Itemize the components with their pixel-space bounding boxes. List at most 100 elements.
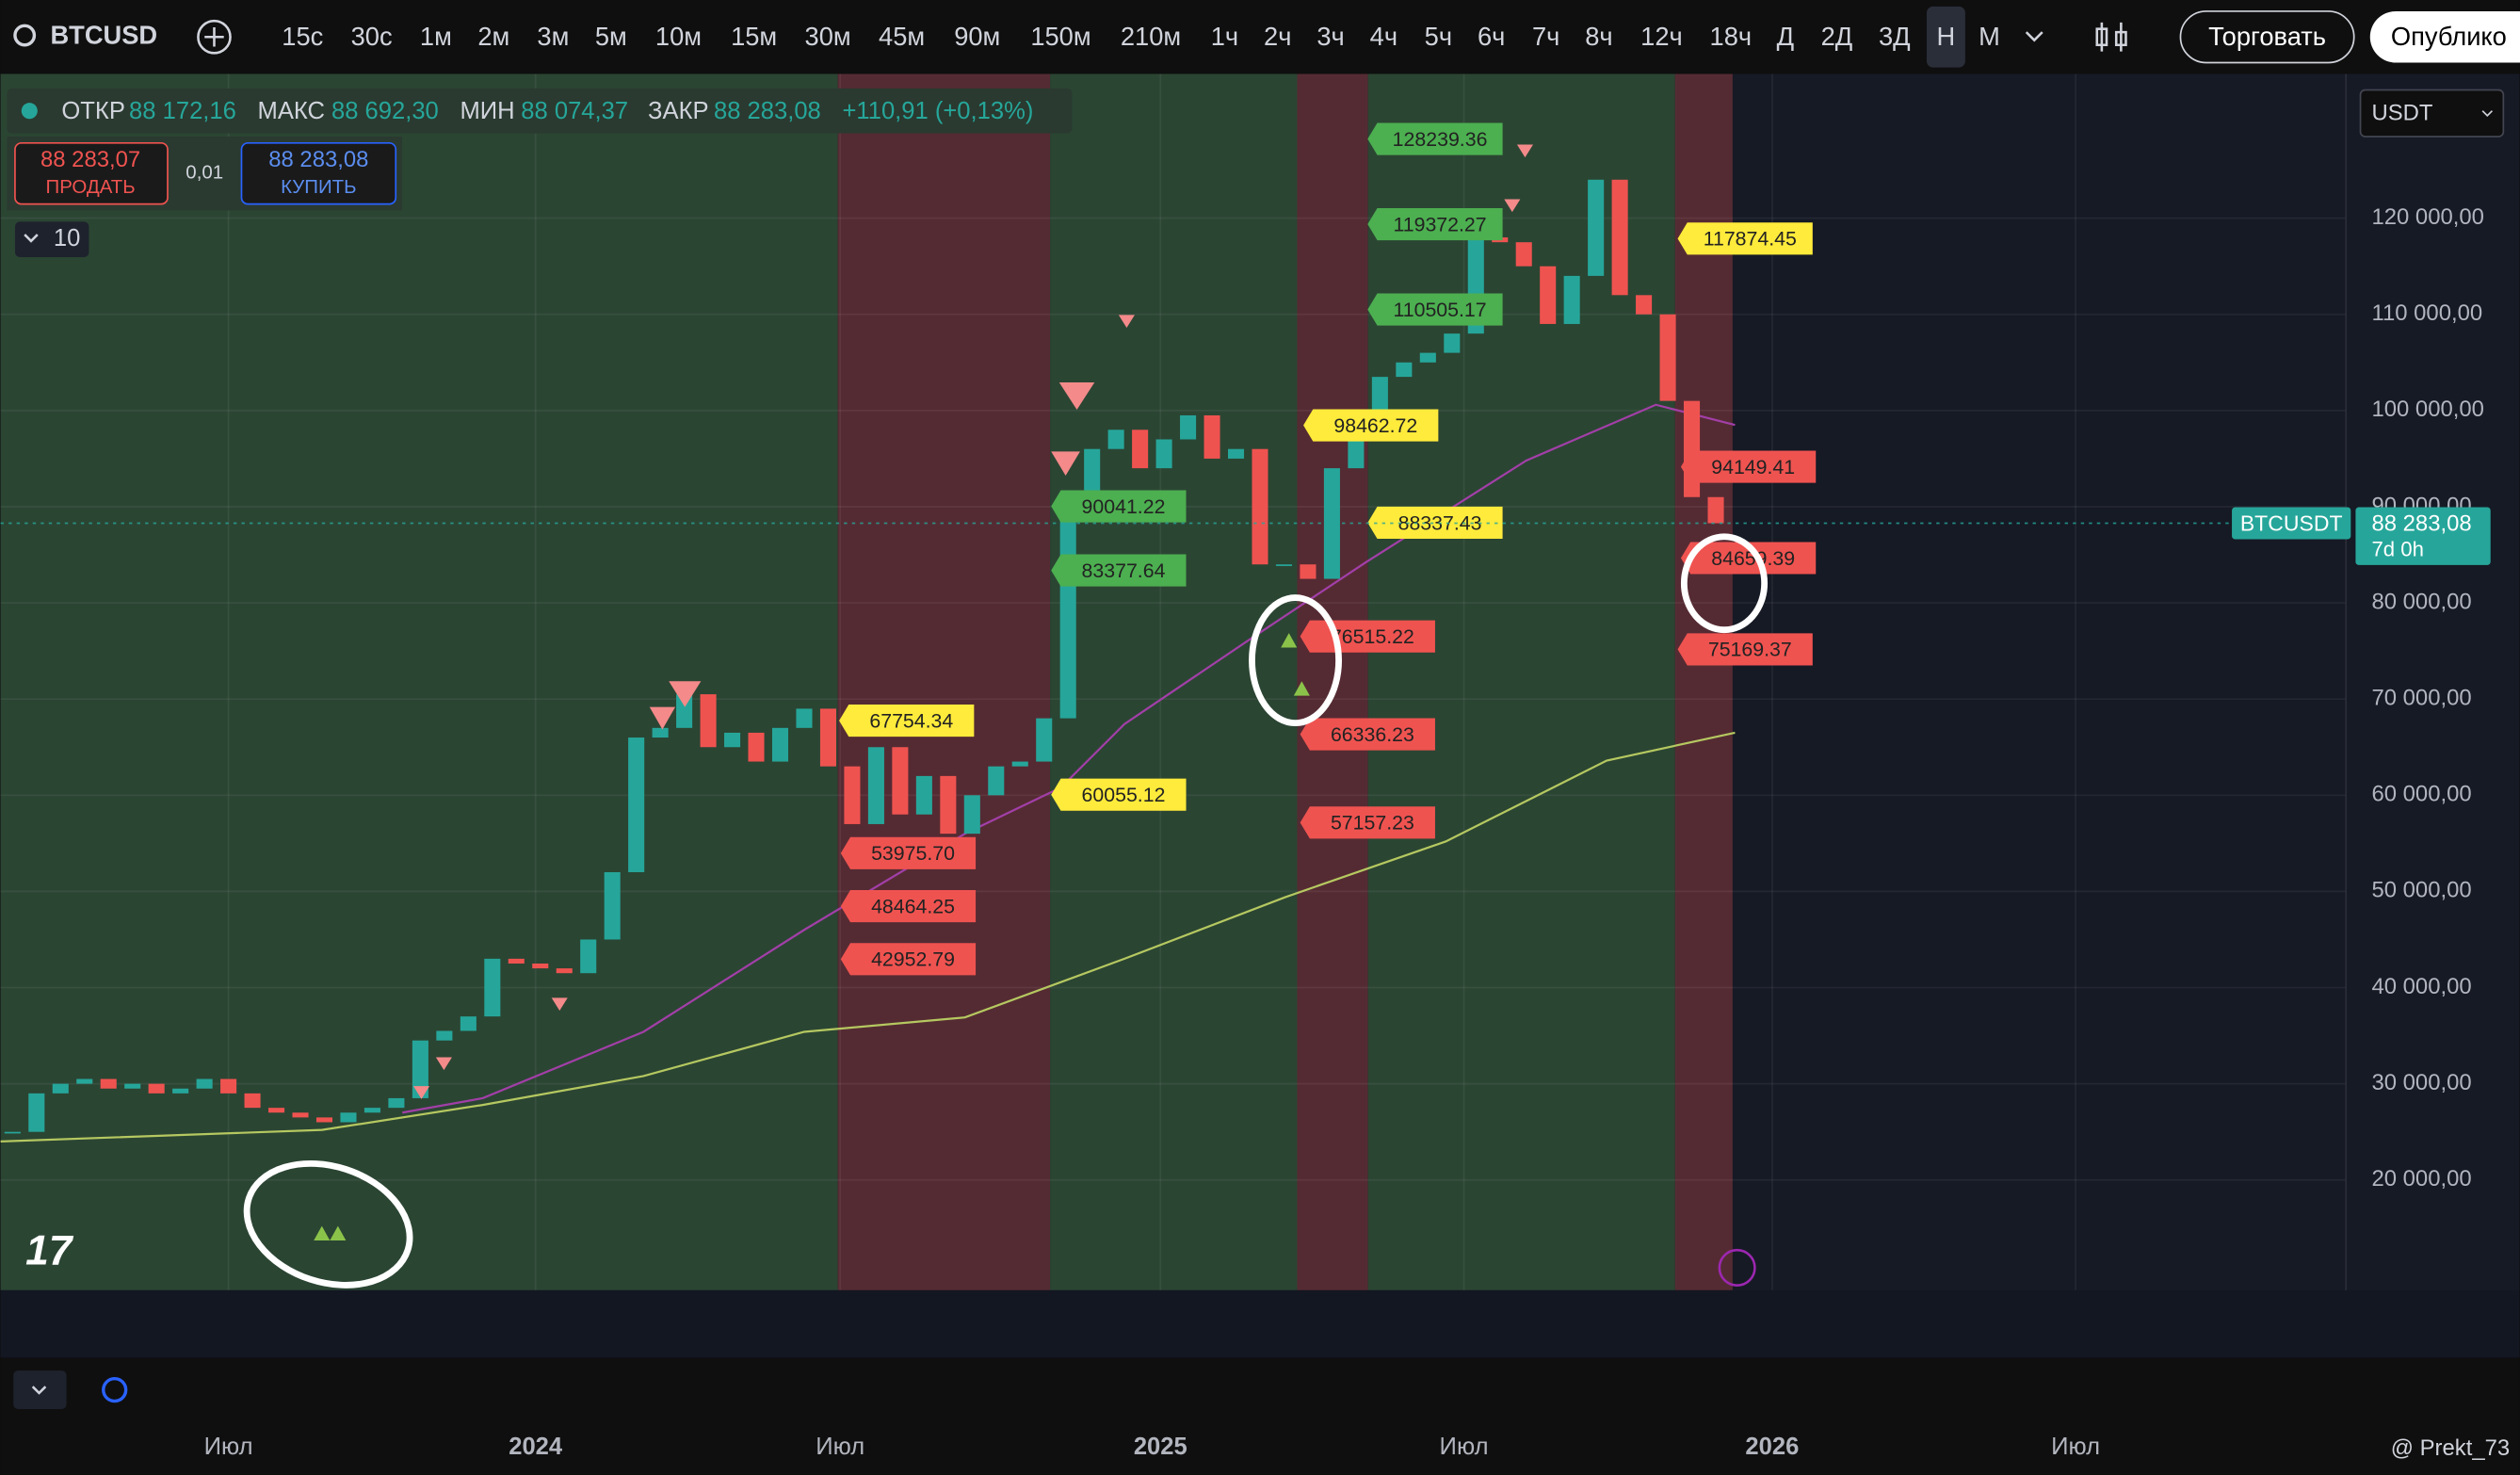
- level-tag: [1367, 122, 1503, 155]
- level-label: 53975.70: [871, 842, 955, 865]
- candle-body: [292, 1112, 309, 1118]
- candle-body: [315, 1117, 333, 1123]
- level-tag: [1677, 222, 1813, 255]
- active-timeframe-bg: [1926, 6, 1965, 68]
- candle-body: [484, 958, 501, 1017]
- symbol[interactable]: BTCUSD: [50, 20, 157, 49]
- timeframe[interactable]: 15с: [282, 22, 323, 51]
- signal-zone: [0, 73, 838, 1290]
- candle-body: [1419, 352, 1436, 363]
- candle-body: [1707, 496, 1724, 524]
- currency-select[interactable]: [2359, 89, 2505, 138]
- chevron: [24, 234, 39, 243]
- candle-body: [892, 747, 909, 815]
- low-label: МИН: [460, 98, 514, 124]
- add-symbol[interactable]: [197, 19, 232, 55]
- level-tag: [839, 705, 975, 738]
- timeframe[interactable]: 12ч: [1640, 22, 1683, 51]
- candle-body: [52, 1083, 69, 1094]
- sell-button[interactable]: [14, 141, 169, 205]
- candle-body: [796, 708, 813, 728]
- buy-button[interactable]: [240, 141, 397, 205]
- search-icon[interactable]: [13, 24, 37, 47]
- more-timeframes[interactable]: [2025, 31, 2043, 42]
- low-value: 88 074,37: [521, 98, 628, 124]
- level-label: 119372.27: [1393, 213, 1486, 235]
- timeframe[interactable]: 150м: [1030, 22, 1090, 51]
- level-tag: [1300, 718, 1435, 751]
- chart-type[interactable]: [2095, 22, 2127, 52]
- alert-icon[interactable]: [1718, 1248, 1756, 1287]
- candle-body: [963, 795, 980, 835]
- candle-body: [1636, 295, 1653, 315]
- indicators-toggle[interactable]: [14, 221, 89, 257]
- countdown: 7d 0h: [2371, 537, 2423, 560]
- candle-body: [652, 727, 669, 738]
- buy-price[interactable]: 88 283,08: [268, 147, 368, 172]
- candle-body: [1011, 761, 1028, 767]
- level-label: 42952.79: [871, 948, 955, 971]
- y-tick-label: 110 000,00: [2371, 300, 2482, 326]
- timeframe[interactable]: 30с: [351, 22, 393, 51]
- level-label: 128239.36: [1393, 128, 1488, 151]
- indicator-count[interactable]: 10: [54, 225, 80, 251]
- timeframe[interactable]: 5ч: [1425, 22, 1452, 51]
- timeframe[interactable]: 210м: [1121, 22, 1181, 51]
- timeframe[interactable]: 90м: [954, 22, 1000, 51]
- timeframe[interactable]: 7ч: [1532, 22, 1559, 51]
- publish-label[interactable]: Опублико: [2391, 22, 2507, 51]
- timeframe[interactable]: 10м: [655, 22, 702, 51]
- status-dot: [21, 103, 38, 120]
- timeframe[interactable]: 1м: [420, 22, 452, 51]
- timeframe[interactable]: 8ч: [1585, 22, 1612, 51]
- timeframe[interactable]: 3м: [537, 22, 569, 51]
- y-tick-label: 80 000,00: [2371, 589, 2471, 614]
- timeframe[interactable]: 2м: [477, 22, 509, 51]
- timeframe[interactable]: 5м: [595, 22, 627, 51]
- candle-body: [700, 694, 717, 748]
- timeframe[interactable]: 6ч: [1478, 22, 1505, 51]
- candle-body: [1515, 242, 1532, 267]
- moving-average: [0, 731, 1736, 1143]
- close-value: 88 283,08: [714, 98, 821, 124]
- timeframe[interactable]: М: [1979, 22, 2000, 51]
- y-tick-label: 30 000,00: [2371, 1070, 2471, 1095]
- change-value: +110,91 (+0,13%): [842, 98, 1033, 124]
- timeframe[interactable]: 30м: [805, 22, 851, 51]
- currency[interactable]: USDT: [2371, 100, 2432, 125]
- x-tick-label: 2026: [1745, 1434, 1799, 1460]
- timeframe[interactable]: 18ч: [1710, 22, 1753, 51]
- timeframe[interactable]: 3Д: [1879, 22, 1911, 51]
- x-tick-label: 2025: [1134, 1434, 1187, 1460]
- candle-body: [1155, 439, 1172, 469]
- sell-label[interactable]: ПРОДАТЬ: [45, 176, 135, 198]
- timeframe[interactable]: Д: [1777, 22, 1794, 51]
- buy-label[interactable]: КУПИТЬ: [281, 176, 357, 198]
- candle-body: [1036, 718, 1053, 762]
- spread: 0,01: [186, 162, 223, 184]
- collapse-button[interactable]: [13, 1370, 67, 1410]
- chevron: [2481, 110, 2494, 118]
- timeframe[interactable]: 15м: [731, 22, 777, 51]
- level-tag: [1677, 633, 1813, 666]
- timeframe[interactable]: 45м: [879, 22, 925, 51]
- timeframe[interactable]: 2ч: [1264, 22, 1291, 51]
- candle-body: [1252, 448, 1268, 565]
- timeframe[interactable]: Н: [1937, 22, 1956, 51]
- candle-body: [1275, 564, 1293, 566]
- timeframe[interactable]: 1ч: [1211, 22, 1238, 51]
- close-label: ЗАКР: [648, 98, 708, 124]
- candle-body: [915, 775, 932, 815]
- candle-body: [676, 694, 693, 728]
- timeframe[interactable]: 4ч: [1370, 22, 1397, 51]
- sell-price[interactable]: 88 283,07: [40, 147, 140, 172]
- refresh-icon[interactable]: [102, 1376, 128, 1403]
- timeframe[interactable]: 2Д: [1821, 22, 1853, 51]
- level-tag: [840, 890, 977, 923]
- candle-body: [724, 732, 741, 748]
- trade-label[interactable]: Торговать: [2208, 22, 2326, 51]
- add-icon: [204, 27, 224, 47]
- trade-button[interactable]: [2179, 10, 2355, 64]
- timeframe[interactable]: 3ч: [1317, 22, 1344, 51]
- publish-button[interactable]: [2369, 10, 2520, 63]
